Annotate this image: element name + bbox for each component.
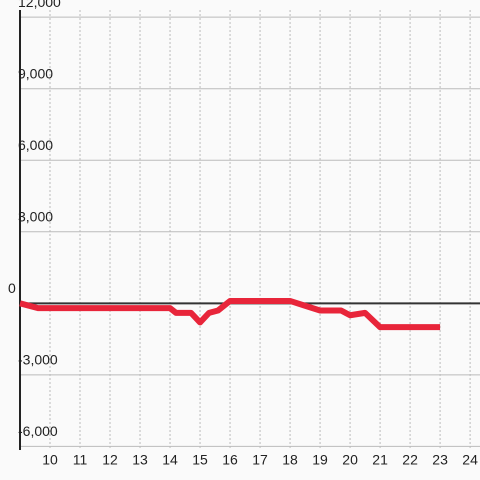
- x-tick-label: 14: [162, 452, 178, 468]
- y-tick-label: 6,000: [18, 137, 53, 153]
- x-tick-label: 23: [432, 452, 448, 468]
- x-tick-label: 18: [282, 452, 298, 468]
- y-tick-label: -3,000: [18, 352, 58, 368]
- x-tick-label: 20: [342, 452, 358, 468]
- x-tick-label: 16: [222, 452, 238, 468]
- x-tick-label: 24: [462, 452, 478, 468]
- x-tick-label: 21: [372, 452, 388, 468]
- y-tick-label: 3,000: [18, 208, 53, 224]
- x-tick-label: 19: [312, 452, 328, 468]
- x-tick-label: 13: [132, 452, 148, 468]
- x-tick-label: 15: [192, 452, 208, 468]
- x-tick-label: 17: [252, 452, 268, 468]
- x-tick-label: 12: [102, 452, 118, 468]
- y-tick-label: 0: [8, 280, 16, 296]
- y-tick-label: 9,000: [18, 65, 53, 81]
- x-tick-label: 10: [42, 452, 58, 468]
- y-tick-label: -6,000: [18, 423, 58, 439]
- x-tick-label: 22: [402, 452, 418, 468]
- y-tick-label: 12,000: [18, 0, 61, 10]
- x-tick-label: 11: [73, 452, 88, 468]
- data-line: [19, 297, 441, 331]
